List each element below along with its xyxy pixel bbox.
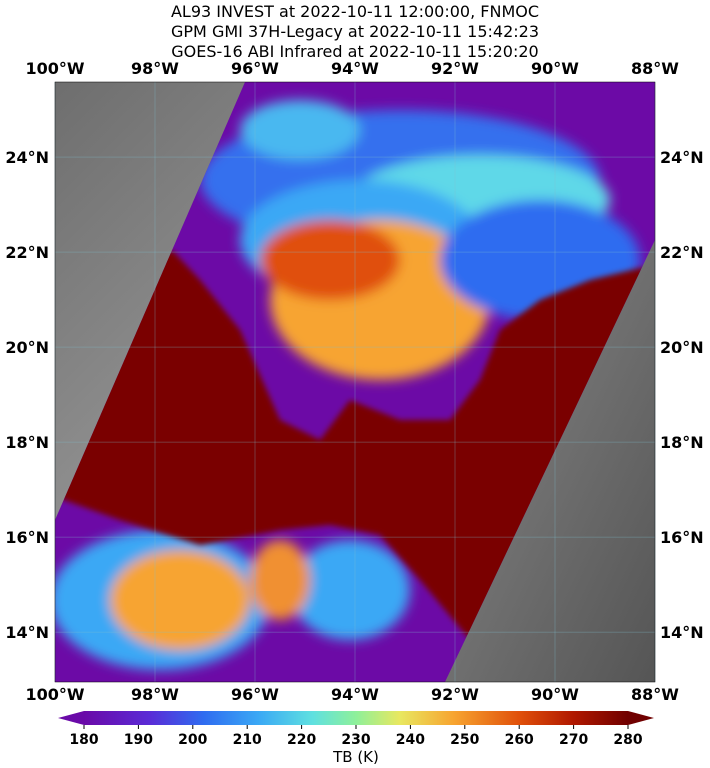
colorbar-tick-label: 280 [613,732,642,748]
colorbar-tick-label: 180 [69,732,98,748]
title-line: GPM GMI 37H-Legacy at 2022-10-11 15:42:2… [171,22,539,41]
colorbar-tick-label: 200 [178,732,207,748]
lat-tick-label: 18°N [5,433,49,452]
land-region [55,250,655,640]
lon-tick-label: 100°W [25,59,84,78]
colorbar-tick-label: 230 [341,732,370,748]
colorbar-extend-high [628,711,654,725]
lat-tick-label: 14°N [660,623,704,642]
colorbar-extend-low [58,711,84,725]
map-frame [54,81,656,683]
colorbar-tick-label: 190 [124,732,153,748]
lat-tick-label: 24°N [5,148,49,167]
lat-tick-label: 16°N [660,528,704,547]
lat-tick-label: 24°N [660,148,704,167]
lat-tick-label: 14°N [5,623,49,642]
lon-tick-label: 96°W [231,685,279,704]
lon-tick-label: 90°W [531,685,579,704]
lon-tick-label: 100°W [25,685,84,704]
lon-tick-label: 90°W [531,59,579,78]
microwave-field [55,100,655,670]
colorbar-tick-label: 260 [505,732,534,748]
title-line: GOES-16 ABI Infrared at 2022-10-11 15:20… [171,42,538,61]
map [55,82,655,682]
lat-tick-label: 16°N [5,528,49,547]
colorbar-gradient [84,711,628,725]
lon-tick-label: 98°W [131,685,179,704]
title-line: AL93 INVEST at 2022-10-11 12:00:00, FNMO… [171,2,539,21]
lon-tick-label: 92°W [431,685,479,704]
lat-tick-label: 20°N [660,338,704,357]
colorbar-tick-label: 220 [287,732,316,748]
lon-tick-label: 88°W [631,685,679,704]
lat-tick-label: 22°N [660,243,704,262]
lat-tick-label: 20°N [5,338,49,357]
lat-tick-label: 18°N [660,433,704,452]
colorbar-tick-label: 270 [559,732,588,748]
colorbar-tick-label: 240 [396,732,425,748]
lon-tick-label: 96°W [231,59,279,78]
lon-tick-label: 92°W [431,59,479,78]
colorbar-tick-label: 250 [450,732,479,748]
colorbar-label: TB (K) [332,748,379,766]
lon-tick-label: 94°W [331,685,379,704]
lon-tick-label: 88°W [631,59,679,78]
lat-tick-label: 22°N [5,243,49,262]
colorbar-tick-label: 210 [233,732,262,748]
lon-tick-label: 94°W [331,59,379,78]
lon-tick-label: 98°W [131,59,179,78]
colorbar [58,711,654,729]
